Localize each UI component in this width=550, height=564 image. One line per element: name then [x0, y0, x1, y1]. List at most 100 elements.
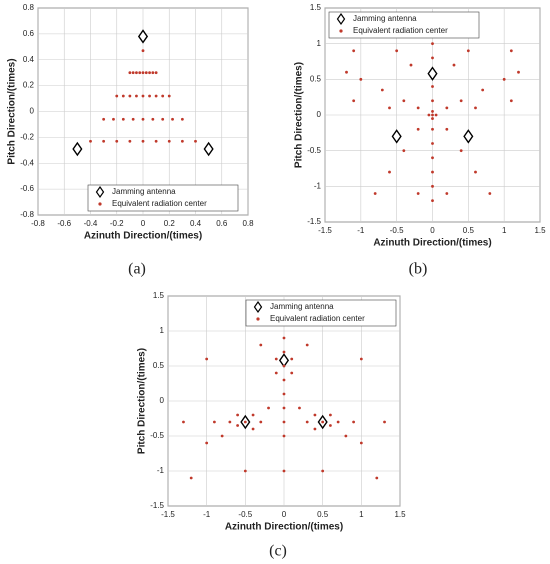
- y-tick-label: -1.5: [150, 501, 164, 510]
- legend-label: Jamming antenna: [353, 14, 417, 23]
- radiation-center: [313, 427, 317, 431]
- radiation-center: [115, 139, 119, 143]
- panel: -0.8 -0.6 -0.4 -0.2 0 0.2 0.4 0.6 0.8 -0.8 -0.6 -0.…: [7, 3, 254, 278]
- jamming-antenna: [137, 29, 149, 44]
- radiation-center: [481, 88, 485, 92]
- radiation-center: [243, 420, 247, 424]
- y-tick-label: 1: [160, 326, 165, 335]
- y-tick-label: 0: [30, 107, 35, 116]
- radiation-center: [431, 113, 434, 117]
- radiation-center: [431, 156, 434, 160]
- radiation-center: [321, 469, 325, 473]
- radiation-center: [431, 117, 434, 120]
- radiation-center: [282, 469, 286, 473]
- radiation-center: [431, 127, 434, 131]
- y-tick-label: -1.5: [307, 217, 321, 226]
- legend-marker: [253, 300, 263, 314]
- radiation-center: [431, 142, 434, 145]
- x-tick-label: -0.2: [110, 219, 124, 228]
- legend-label: Jamming antenna: [112, 187, 176, 196]
- radiation-center: [431, 56, 434, 60]
- radiation-center: [236, 424, 240, 427]
- radiation-center: [121, 94, 125, 98]
- radiation-center: [274, 357, 278, 361]
- radiation-center: [161, 94, 165, 98]
- radiation-center: [329, 413, 332, 417]
- radiation-center: [459, 149, 463, 153]
- radiation-center: [305, 420, 309, 424]
- radiation-center: [305, 343, 309, 347]
- x-tick-label: 1.5: [534, 226, 546, 235]
- radiation-center: [189, 476, 193, 480]
- jamming-antenna: [391, 129, 402, 144]
- x-tick-label: 0: [430, 226, 435, 235]
- radiation-center: [141, 94, 145, 98]
- x-tick-label: 0.5: [317, 510, 329, 519]
- radiation-center: [154, 71, 158, 75]
- radiation-center: [135, 94, 138, 98]
- radiation-center: [427, 113, 431, 117]
- radiation-center: [431, 42, 434, 46]
- legend-marker: [336, 12, 346, 26]
- legend-marker: [95, 185, 105, 199]
- radiation-center: [251, 427, 255, 431]
- y-tick-label: -0.4: [20, 158, 34, 167]
- panel: -1.5 -1 -0.5 0 0.5 1 1.5 -1.5 -1 -0.5 0 0.5 1 1.5 Azin…: [137, 291, 406, 560]
- y-tick-label: 1.5: [310, 3, 322, 12]
- y-axis-label: Pitch Direction/(times): [294, 62, 305, 168]
- radiation-center: [321, 420, 325, 424]
- panel-label: (b): [409, 261, 428, 278]
- radiation-center: [180, 117, 184, 121]
- radiation-center: [151, 71, 155, 75]
- jamming-antenna: [427, 66, 438, 81]
- y-tick-label: 0.8: [23, 3, 35, 12]
- radiation-center: [502, 77, 506, 81]
- x-tick-label: 0: [282, 510, 287, 519]
- radiation-center: [282, 378, 286, 382]
- radiation-center: [298, 406, 301, 410]
- radiation-center: [251, 413, 255, 417]
- y-tick-label: 0: [317, 110, 322, 119]
- radiation-center: [180, 139, 184, 143]
- y-tick-label: 0.2: [23, 81, 35, 90]
- legend-label: Equivalent radiation center: [112, 199, 207, 208]
- radiation-center: [102, 139, 106, 143]
- legend-marker: [256, 317, 260, 321]
- radiation-center: [431, 85, 434, 88]
- radiation-center: [259, 343, 263, 347]
- radiation-center: [290, 371, 294, 375]
- y-tick-label: 0.6: [23, 29, 35, 38]
- jamming-antenna: [203, 141, 214, 157]
- x-tick-label: 1: [502, 226, 507, 235]
- x-tick-label: 0.5: [463, 226, 475, 235]
- panel: -1.5 -1 -0.5 0 0.5 1 1.5 -1.5 -1 -0.5 0 0.5 1 1.5 Azin…: [294, 3, 546, 278]
- radiation-center: [445, 106, 449, 110]
- panel-label: (c): [269, 543, 287, 560]
- radiation-center: [388, 170, 391, 174]
- radiation-center: [259, 420, 263, 424]
- radiation-center: [488, 192, 492, 195]
- radiation-center: [445, 127, 449, 131]
- radiation-center: [141, 139, 145, 143]
- y-tick-label: -0.5: [307, 146, 321, 155]
- radiation-center: [228, 420, 232, 424]
- radiation-center: [148, 94, 151, 98]
- legend-box: [87, 184, 239, 212]
- radiation-center: [167, 139, 171, 143]
- radiation-center: [359, 441, 363, 445]
- radiation-center: [154, 94, 158, 98]
- y-tick-label: 0: [160, 396, 165, 405]
- radiation-center: [352, 99, 356, 103]
- radiation-center: [344, 434, 348, 438]
- radiation-center: [416, 192, 420, 195]
- radiation-center: [112, 117, 115, 121]
- radiation-center: [395, 49, 399, 53]
- y-tick-label: 1.5: [153, 291, 165, 300]
- radiation-center: [267, 406, 270, 410]
- radiation-center: [121, 117, 125, 121]
- radiation-center: [148, 71, 151, 75]
- y-tick-label: -1: [157, 466, 165, 475]
- radiation-center: [452, 63, 456, 67]
- x-axis-label: Azinuth Direction/(times): [84, 231, 202, 242]
- panel-label: (a): [128, 261, 146, 278]
